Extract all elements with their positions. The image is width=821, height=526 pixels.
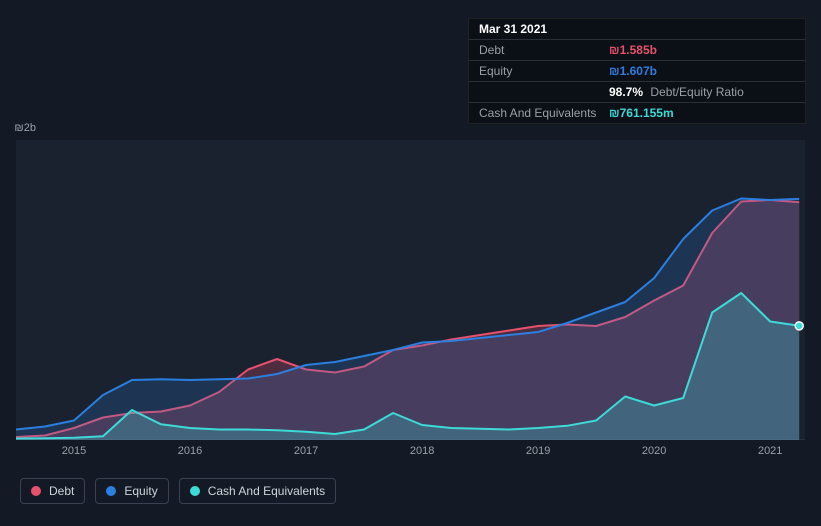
tooltip-row-value: ₪761.155m [609,106,674,120]
chart-area[interactable] [16,140,805,440]
tooltip-row-value: ₪1.585b [609,43,657,57]
chart-legend: Debt Equity Cash And Equivalents [20,478,336,504]
legend-swatch [190,486,200,496]
tooltip-row-sub: Debt/Equity Ratio [647,85,744,99]
x-axis: 2015 2016 2017 2018 2019 2020 2021 [16,445,805,463]
x-tick: 2020 [642,445,666,457]
x-tick: 2015 [62,445,86,457]
y-tick-top: ₪2b [0,122,36,134]
x-tick: 2018 [410,445,434,457]
legend-item-debt[interactable]: Debt [20,478,85,504]
chart-svg [16,140,805,440]
tooltip-row-label [479,85,609,99]
x-tick: 2021 [758,445,782,457]
tooltip-row-label: Debt [479,43,609,57]
tooltip-row-label: Equity [479,64,609,78]
legend-swatch [106,486,116,496]
tooltip-row: Debt₪1.585b [469,40,805,61]
tooltip-row-value: ₪1.607b [609,64,657,78]
legend-swatch [31,486,41,496]
tooltip-row: Cash And Equivalents₪761.155m [469,103,805,123]
tooltip-row-value: 98.7% Debt/Equity Ratio [609,85,744,99]
tooltip-date: Mar 31 2021 [469,19,805,40]
legend-item-cash[interactable]: Cash And Equivalents [179,478,336,504]
legend-label: Debt [49,484,74,498]
chart-tooltip: Mar 31 2021 Debt₪1.585bEquity₪1.607b98.7… [468,18,806,124]
x-tick: 2019 [526,445,550,457]
tooltip-row: Equity₪1.607b [469,61,805,82]
x-tick: 2017 [294,445,318,457]
tooltip-date-text: Mar 31 2021 [479,22,547,36]
legend-label: Equity [124,484,157,498]
legend-label: Cash And Equivalents [208,484,325,498]
x-tick: 2016 [178,445,202,457]
legend-item-equity[interactable]: Equity [95,478,168,504]
tooltip-row: 98.7% Debt/Equity Ratio [469,82,805,103]
tooltip-row-label: Cash And Equivalents [479,106,609,120]
